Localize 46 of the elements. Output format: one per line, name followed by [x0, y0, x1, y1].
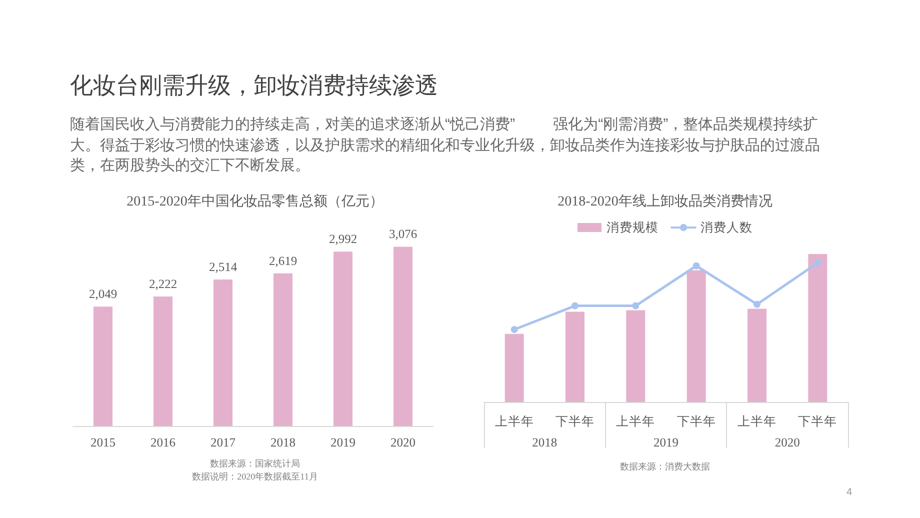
point [754, 300, 760, 308]
bar [94, 306, 112, 426]
x-tick-label: 下半年 [556, 414, 594, 428]
bar [214, 279, 232, 426]
x-tick-label: 上半年 [616, 414, 656, 428]
chart-title: 2018-2020年线上卸妆品类消费情况 [558, 194, 772, 210]
point [510, 326, 518, 333]
x-tick-label: 上半年 [738, 414, 776, 428]
bar [686, 270, 706, 402]
data-label: 2,514 [208, 260, 238, 274]
data-label: 2,992 [328, 232, 358, 246]
bar [394, 246, 412, 426]
bar [566, 312, 584, 402]
bar [808, 254, 828, 402]
point [632, 302, 640, 310]
x-tick-label: 下半年 [798, 414, 838, 428]
bar [748, 308, 766, 402]
point [572, 302, 578, 310]
bar [334, 252, 352, 426]
data-label: 3,076 [388, 227, 418, 242]
legend-label: 消费规模 [606, 220, 658, 234]
x-tick-label: 下半年 [676, 414, 716, 428]
data-label: 2,619 [268, 254, 298, 268]
data-label: 2,222 [148, 276, 178, 291]
x-tick-label: 2019 [330, 436, 356, 450]
data-label: 2,049 [88, 287, 118, 302]
x-tick-label: 上半年 [494, 414, 534, 428]
source-note: 数据来源：消费大数据 [620, 462, 710, 472]
x-tick-label: 2015 [90, 436, 116, 450]
x-tick-label: 2017 [210, 436, 236, 450]
x-tick-label: 2020 [390, 436, 416, 450]
chart-title: 2015-2020年中国化妆品零售总额（亿元） [126, 194, 384, 210]
source-note: 数据来源：国家统计局 [210, 458, 300, 468]
x-tick-label: 2018 [270, 436, 296, 450]
legend-label: 消费人数 [700, 220, 752, 234]
x-tick-label: 2016 [150, 436, 176, 450]
point [692, 262, 700, 270]
bar [274, 273, 292, 426]
bar [504, 334, 524, 402]
text: 化妆台刚需升级，卸妆消费持续渗透 [70, 71, 438, 100]
point [814, 259, 822, 266]
bar [154, 296, 172, 426]
text: 数据说明：2020年数据截至11月 [192, 472, 318, 482]
text: 随着国民收入与消费能力的持续走高，对美的追求逐渐从“悦己消费” 强化为“刚需消费”，整体品类规模持续扩大。得益于彩妆习惯的快速渗透，以及护肤需求的精细化和专业化升级，卸妆品类作为连接彩妆与护肤品的过渡品类，在两股势头的交汇下不断发展。 [70, 116, 820, 174]
bar [626, 310, 646, 402]
text: 4 [846, 486, 852, 500]
